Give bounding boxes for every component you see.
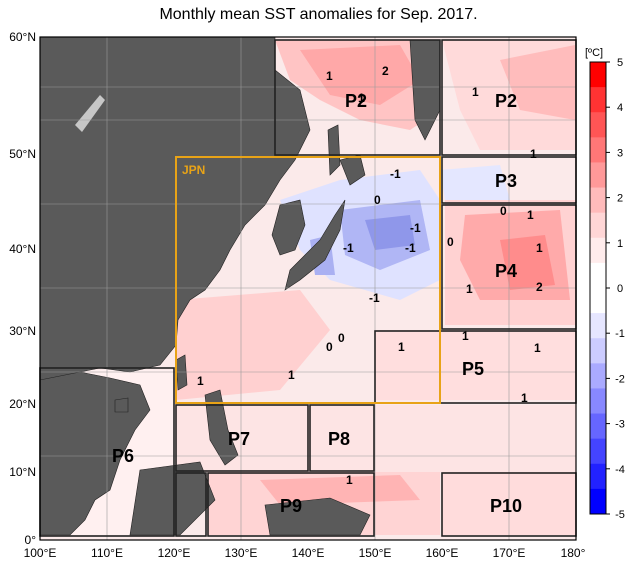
contour-label: 1: [530, 147, 537, 161]
contour-label: 1: [472, 85, 479, 99]
lon-label: 130°E: [225, 546, 258, 560]
contour-label: -1: [390, 167, 401, 181]
contour-label: 1: [346, 473, 353, 487]
lon-label: 180°: [561, 546, 586, 560]
contour-label: 1: [197, 374, 204, 388]
region-label-jpn: JPN: [182, 163, 205, 177]
contour-label: 1: [358, 91, 365, 105]
colorbar-tick-label: 5: [617, 57, 623, 69]
contour-label: 0: [374, 193, 381, 207]
contour-label: 1: [398, 340, 405, 354]
contour-label: 1: [536, 241, 543, 255]
region-label-p9: P9: [280, 496, 302, 516]
colorbar-ticks: 5 4 3 2 1 0 -1 -2 -3 -4 -5: [606, 57, 625, 521]
region-labels: P2 P2 P3 P4 P5 P6 P7 P8 P9 P10 JPN: [112, 91, 522, 516]
jpn-box: [175, 156, 441, 404]
colorbar-cell: [590, 488, 606, 515]
region-label-p7: P7: [228, 429, 250, 449]
contour-label: -1: [369, 291, 380, 305]
region-label-p1: P2: [345, 91, 367, 111]
colorbar-tick-label: 2: [617, 193, 623, 205]
graticule: [40, 37, 576, 540]
colorbar-cell: [590, 137, 606, 163]
lat-label: 20°N: [9, 397, 36, 411]
colorbar-cells: [590, 62, 606, 515]
lat-label: 10°N: [9, 465, 36, 479]
region-label-p10: P10: [490, 496, 522, 516]
colorbar-tick-label: -1: [615, 328, 625, 340]
contour-label: -1: [410, 221, 421, 235]
contour-label: -1: [343, 241, 354, 255]
lon-label: 150°E: [359, 546, 392, 560]
lake-shape: [75, 95, 105, 132]
region-label-p6: P6: [112, 446, 134, 466]
contour-label: 1: [466, 282, 473, 296]
colorbar-tick-label: 1: [617, 238, 623, 250]
colorbar-tick-label: -5: [615, 509, 625, 521]
lat-label: 40°N: [9, 242, 36, 256]
region-label-p4: P4: [495, 261, 517, 281]
region-label-p2: P2: [495, 91, 517, 111]
lat-axis: 60°N 50°N 40°N 30°N 20°N 10°N 0°: [9, 30, 36, 547]
colorbar-cell: [590, 162, 606, 189]
colorbar-cell: [590, 438, 606, 465]
colorbar-unit: [ºC]: [585, 47, 603, 59]
colorbar-cell: [590, 338, 606, 364]
contour-label: 0: [447, 235, 454, 249]
contour-label: -1: [405, 241, 416, 255]
lon-label: 120°E: [158, 546, 191, 560]
colorbar-cell: [590, 112, 606, 138]
lat-label: 30°N: [9, 324, 36, 338]
colorbar-cell: [590, 413, 606, 440]
contour-label: 1: [326, 69, 333, 83]
colorbar-cell: [590, 313, 606, 339]
colorbar-tick-label: -3: [615, 419, 625, 431]
colorbar-cell: [590, 237, 606, 264]
colorbar-cell: [590, 87, 606, 113]
lon-label: 110°E: [91, 546, 123, 560]
region-label-p5: P5: [462, 359, 484, 379]
colorbar-cell: [590, 212, 606, 239]
lon-axis: 100°E 110°E 120°E 130°E 140°E 150°E 160°…: [24, 546, 586, 560]
contour-label: 0: [500, 204, 507, 218]
lon-label: 170°E: [493, 546, 526, 560]
colorbar-tick-label: 3: [617, 147, 623, 159]
colorbar-tick-label: 4: [617, 102, 623, 114]
colorbar-cell: [590, 288, 606, 314]
contour-label: 1: [288, 368, 295, 382]
colorbar: [ºC] 5 4 3 2 1 0 -1 -2 -3 -4 -5: [585, 47, 625, 521]
colorbar-cell: [590, 388, 606, 415]
contour-label: 0: [338, 331, 345, 345]
region-label-p8: P8: [328, 429, 350, 449]
contour-label: 0: [326, 340, 333, 354]
map-frame: [39, 36, 577, 541]
colorbar-cell: [590, 463, 606, 490]
colorbar-cell: [590, 62, 606, 88]
contour-label: 2: [536, 280, 543, 294]
colorbar-cell: [590, 187, 606, 214]
colorbar-cell: [590, 262, 606, 289]
contour-label: 1: [521, 391, 528, 405]
contour-label: 2: [382, 64, 389, 78]
contour-label: 1: [527, 208, 534, 222]
lat-label: 50°N: [9, 147, 36, 161]
lat-label: 0°: [25, 533, 37, 547]
lat-label: 60°N: [9, 30, 36, 44]
lon-label: 160°E: [426, 546, 459, 560]
lon-label: 140°E: [292, 546, 325, 560]
colorbar-tick-label: -2: [615, 373, 625, 385]
lon-label: 100°E: [24, 546, 57, 560]
colorbar-tick-label: 0: [617, 283, 623, 295]
colorbar-cell: [590, 363, 606, 389]
contour-labels: 1 2 1 1 1 -1 0 -1 -1 -1 0 1 1 1 2 -1 0 0…: [197, 64, 543, 487]
contour-label: 1: [534, 341, 541, 355]
colorbar-tick-label: -4: [615, 464, 625, 476]
region-label-p3: P3: [495, 171, 517, 191]
contour-label: 1: [462, 329, 469, 343]
map-title: Monthly mean SST anomalies for Sep. 2017…: [159, 6, 478, 23]
